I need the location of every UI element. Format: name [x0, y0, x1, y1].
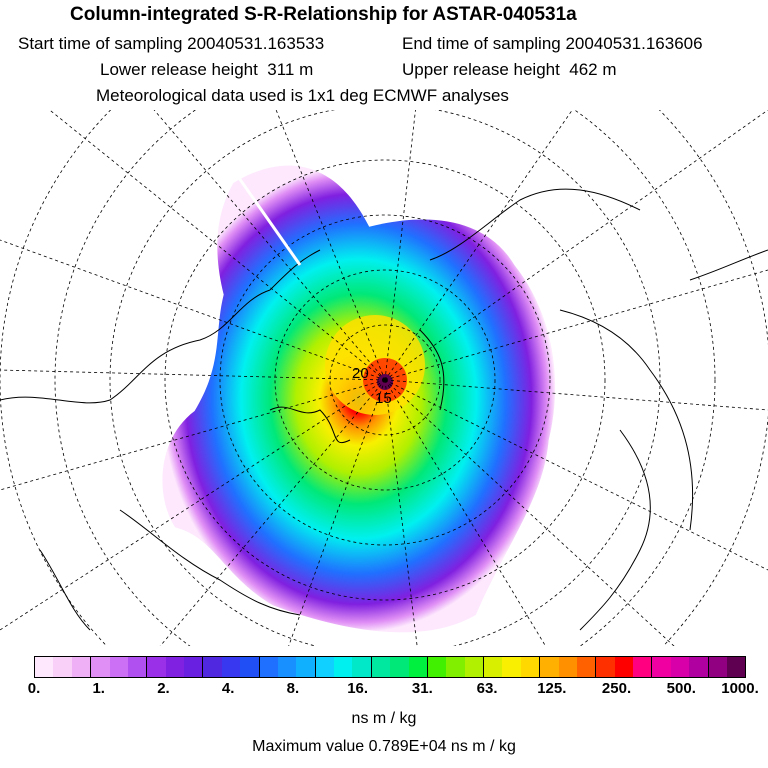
- colorbar-segment: [502, 657, 521, 677]
- max-value-label: Maximum value 0.789E+04 ns m / kg: [252, 738, 516, 755]
- colorbar-segment: [53, 657, 72, 677]
- lower-release-label: Lower release height 311 m: [100, 60, 314, 79]
- colorbar-tick-label: 0.: [27, 680, 41, 697]
- colorbar-tick-label: 63.: [476, 680, 498, 697]
- colorbar-segment: [315, 657, 334, 677]
- colorbar-segment: [520, 657, 541, 677]
- colorbar-tick-label: 31.: [411, 680, 433, 697]
- colorbar-segment: [464, 657, 484, 677]
- colorbar-tick-label: 1000.: [721, 680, 759, 697]
- colorbar-segment: [259, 657, 278, 677]
- colorbar-segment: [652, 657, 671, 677]
- colorbar-segment: [35, 657, 54, 677]
- met-data-label: Meteorological data used is 1x1 deg ECMW…: [96, 86, 509, 105]
- colorbar-segment: [408, 657, 428, 677]
- colorbar-tick-label: 8.: [286, 680, 300, 697]
- colorbar-segment: [334, 657, 353, 677]
- colorbar-segment: [446, 657, 465, 677]
- colorbar-segment: [109, 657, 128, 677]
- colorbar-segment: [91, 657, 110, 677]
- colorbar-segment: [240, 657, 260, 677]
- chart-title: Column-integrated S-R-Relationship for A…: [70, 4, 577, 25]
- end-time-label: End time of sampling 20040531.163606: [402, 34, 703, 53]
- polar-map: 20 15: [0, 110, 768, 646]
- colorbar-segment: [390, 657, 409, 677]
- colorbar-tick-label: 250.: [601, 680, 632, 697]
- colorbar-segment: [277, 657, 297, 677]
- colorbar-segment: [371, 657, 391, 677]
- colorbar-segment: [726, 657, 746, 677]
- colorbar-segment: [165, 657, 184, 677]
- colorbar-segment: [540, 657, 559, 677]
- colorbar-tick-label: 500.: [666, 680, 696, 697]
- colorbar-segment: [203, 657, 222, 677]
- upper-release-label: Upper release height 462 m: [402, 60, 617, 79]
- colorbar-tick-label: 16.: [347, 680, 369, 697]
- colorbar-tick-label: 4.: [221, 680, 235, 697]
- colorbar-segment: [427, 657, 447, 677]
- colorbar-segment: [352, 657, 372, 677]
- colorbar-segment: [689, 657, 709, 677]
- coastlines: [0, 188, 768, 631]
- colorbar-tick-label: 2.: [157, 680, 170, 697]
- colorbar-segment: [558, 657, 577, 677]
- colorbar-segment: [221, 657, 241, 677]
- start-time-label: Start time of sampling 20040531.163533: [18, 34, 325, 53]
- colorbar-segment: [576, 657, 597, 677]
- graticule: [0, 110, 768, 646]
- colorbar-segment: [184, 657, 204, 677]
- colorbar-segment: [71, 657, 92, 677]
- colorbar-ticks: 0. 1. 2. 4. 8. 16. 31. 63. 125. 250. 500. 1000.: [0, 680, 768, 702]
- colorbar-tick-label: 125.: [537, 680, 567, 697]
- colorbar-segment: [147, 657, 166, 677]
- colorbar-tick-label: 1.: [92, 680, 105, 697]
- colorbar-segment: [296, 657, 316, 677]
- colorbar-segment: [633, 657, 653, 677]
- colorbar-segment: [484, 657, 503, 677]
- colorbar-segment: [614, 657, 633, 677]
- center-label-2: 15: [375, 390, 392, 407]
- colorbar-segment: [708, 657, 727, 677]
- center-label: 20: [352, 365, 369, 382]
- release-track: [230, 167, 302, 266]
- colorbar-segment: [670, 657, 690, 677]
- colorbar: [34, 656, 746, 678]
- colorbar-segment: [127, 657, 148, 677]
- colorbar-units: ns m / kg: [351, 710, 417, 727]
- colorbar-segment: [596, 657, 615, 677]
